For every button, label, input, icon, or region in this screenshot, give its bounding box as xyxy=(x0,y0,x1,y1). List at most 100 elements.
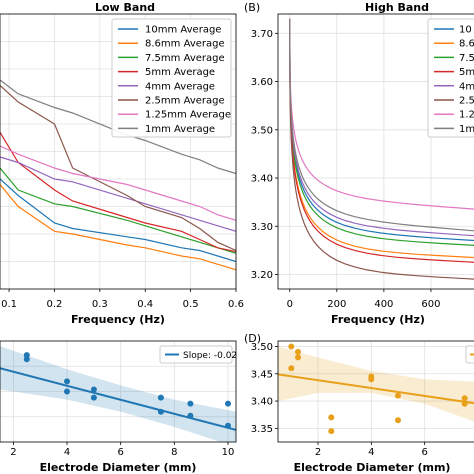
legend-label: 1m xyxy=(459,124,474,135)
y-tick-label: 3.40 xyxy=(251,397,273,408)
data-point xyxy=(187,400,194,407)
data-point xyxy=(288,343,295,350)
data-point xyxy=(328,414,335,421)
legend-label: 10mm Average xyxy=(145,25,221,36)
x-tick-label: 0 xyxy=(287,299,293,310)
x-tick-label: 0.3 xyxy=(92,299,108,310)
legend-label: 2.5mm Average xyxy=(145,96,225,107)
confidence-band xyxy=(278,346,474,422)
x-tick-label: 4 xyxy=(64,447,70,458)
data-point xyxy=(90,394,97,401)
x-tick-label: 6 xyxy=(421,447,427,458)
data-point xyxy=(157,408,164,415)
data-point xyxy=(64,378,70,385)
series-line xyxy=(0,178,236,263)
legend-label: 4mm Average xyxy=(145,81,215,92)
x-tick-label: 2 xyxy=(315,447,321,458)
data-point xyxy=(288,365,295,372)
panel-d-letter: (D) xyxy=(244,332,261,345)
panel-d-plot xyxy=(278,343,474,435)
panel-c-legend: Slope: -0.02 xyxy=(159,345,237,364)
legend-label: 7.5mm Average xyxy=(145,53,225,64)
legend-box xyxy=(427,18,474,138)
data-point xyxy=(461,395,468,402)
y-tick-label: 3.50 xyxy=(251,125,273,136)
data-point xyxy=(225,400,231,407)
data-point xyxy=(328,428,335,435)
y-tick-label: 3.30 xyxy=(251,222,273,233)
panel-d-x-ticks: 2 4 6 xyxy=(315,442,428,458)
x-tick-label: 8 xyxy=(171,447,177,458)
panel-b-letter: (B) xyxy=(244,1,260,14)
panel-d-scatter: (D) 2 4 6 3.35 3.40 3.45 3.50 Electrode Diame… xyxy=(244,332,474,474)
y-tick-label: 3.40 xyxy=(251,174,273,185)
data-point xyxy=(368,376,375,383)
series-line xyxy=(0,85,236,252)
y-tick-label: 3.60 xyxy=(251,77,273,88)
series-line xyxy=(0,79,236,175)
x-tick-label: 0.2 xyxy=(47,299,63,310)
series-line xyxy=(0,156,236,232)
y-tick-label: 3.45 xyxy=(251,369,273,380)
legend-label: 8.6mm Average xyxy=(145,39,225,50)
panel-d-y-ticks: 3.35 3.40 3.45 3.50 xyxy=(251,342,278,435)
x-tick-label: 6 xyxy=(117,447,123,458)
legend-label: 8.6 xyxy=(459,39,474,50)
series-line xyxy=(0,184,236,271)
data-point xyxy=(461,400,468,407)
panel-c-plot xyxy=(0,346,236,442)
y-tick-label: 3.20 xyxy=(251,270,273,281)
panel-c-scatter: 2 4 6 8 10 Slope: -0.02 Electrode Diameter (… xyxy=(0,340,237,474)
legend-label: 10 xyxy=(459,25,472,36)
data-point xyxy=(395,392,401,399)
legend-label: 1mm Average xyxy=(145,124,215,135)
panel-b-x-ticks: 0 200 400 600 xyxy=(287,289,440,310)
legend-label: 1.25mm Average xyxy=(145,110,231,121)
legend-label: 1.2 xyxy=(459,110,474,121)
x-tick-label: 0.4 xyxy=(137,299,153,310)
series-line xyxy=(0,131,236,253)
data-point xyxy=(157,394,164,401)
panel-b-xlabel: Frequency (Hz) xyxy=(331,313,425,326)
legend-label: 4m xyxy=(459,81,474,92)
panel-d-grid xyxy=(278,341,474,442)
y-tick-label: 3.50 xyxy=(251,342,273,353)
x-tick-label: 200 xyxy=(327,299,346,310)
panel-d-xlabel: Electrode Diameter (mm) xyxy=(294,461,451,474)
x-tick-label: 0.6 xyxy=(228,299,244,310)
fit-line xyxy=(278,373,474,405)
legend-label: Slope: -0.02 xyxy=(183,351,237,361)
panel-b-legend: 10 8.6 7.5 5m 4m 2.5 1.2 1m xyxy=(427,18,474,138)
series-line xyxy=(0,145,236,221)
panel-d-frame xyxy=(277,340,474,443)
series-line xyxy=(289,18,474,280)
panel-a-low-band: Low Band 0.1 0.2 0.3 0.4 0.5 0.6 10mm Average… xyxy=(0,1,244,326)
fit-line xyxy=(0,367,236,431)
legend-box xyxy=(159,345,233,364)
data-point xyxy=(295,348,301,355)
x-tick-label: 2 xyxy=(10,447,16,458)
data-point xyxy=(23,352,30,359)
data-point xyxy=(295,354,301,361)
panel-b-frame xyxy=(277,13,474,290)
panel-c-x-ticks: 2 4 6 8 10 xyxy=(10,442,234,458)
data-point xyxy=(187,412,194,419)
confidence-band xyxy=(0,346,236,442)
panel-b-title: High Band xyxy=(365,1,429,14)
series-line xyxy=(289,18,474,232)
x-tick-label: 0.5 xyxy=(183,299,199,310)
legend-label: 5m xyxy=(459,67,474,78)
panel-a-x-ticks: 0.1 0.2 0.3 0.4 0.5 0.6 xyxy=(1,289,244,310)
legend-box xyxy=(111,18,232,138)
x-tick-label: 600 xyxy=(421,299,440,310)
data-point xyxy=(395,417,401,424)
legend-label: 2.5 xyxy=(459,96,474,107)
data-point xyxy=(225,422,231,429)
y-tick-label: 3.70 xyxy=(251,29,273,40)
panel-a-frame xyxy=(0,13,237,290)
x-tick-label: 10 xyxy=(222,447,235,458)
panel-b-lines xyxy=(289,18,474,280)
legend-label: 7.5 xyxy=(459,53,474,64)
panel-a-legend: 10mm Average 8.6mm Average 7.5mm Average 5m… xyxy=(111,18,232,138)
